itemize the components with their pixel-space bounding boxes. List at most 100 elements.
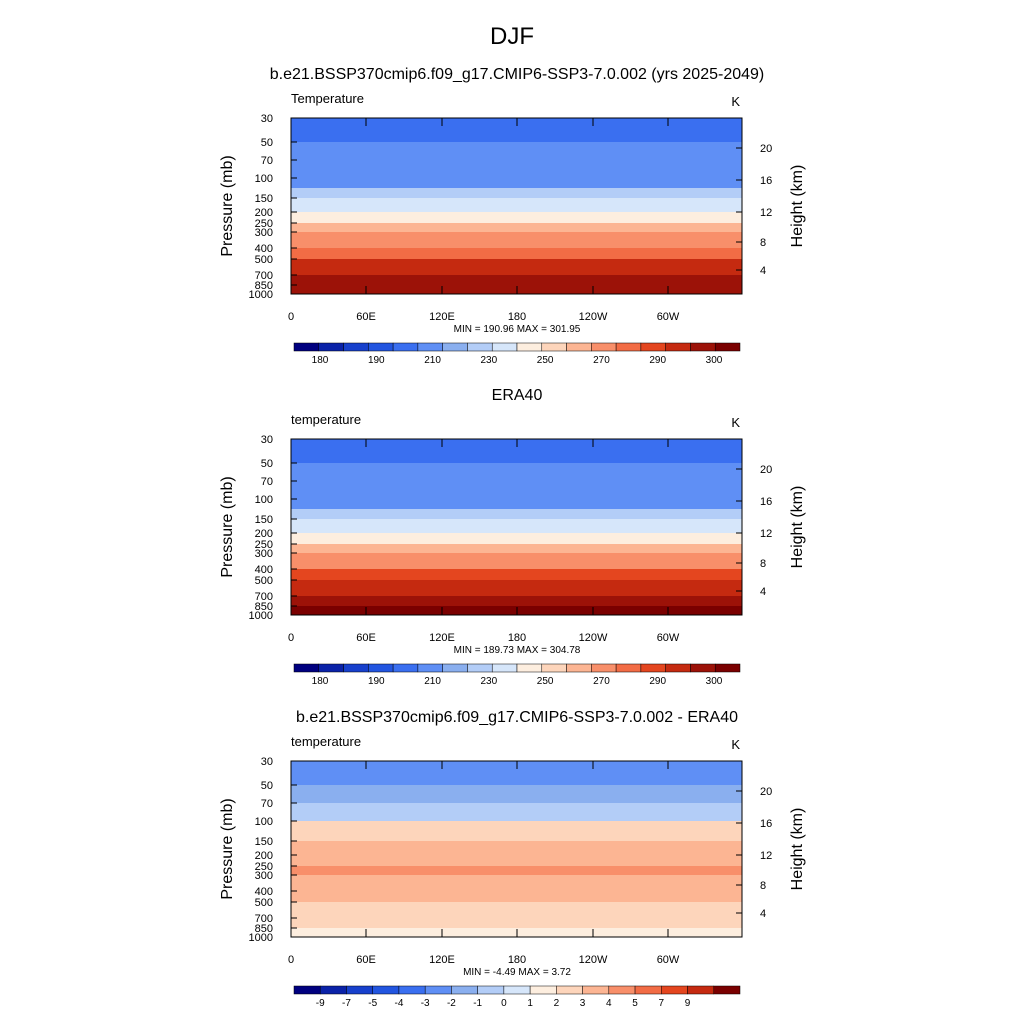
panel-title: b.e21.BSSP370cmip6.f09_g17.CMIP6-SSP3-7.… [270, 66, 765, 83]
field-band [291, 481, 742, 499]
field-band [291, 855, 742, 866]
y-tick-label: 100 [255, 494, 273, 506]
y-tick-label: 100 [255, 816, 273, 828]
field-band [291, 569, 742, 580]
y-tick-label: 700 [255, 913, 273, 925]
y-tick-label: 150 [255, 193, 273, 205]
field-band [291, 188, 742, 198]
x-tick-label: 60E [356, 954, 376, 966]
colorbar-box [346, 985, 373, 995]
min-max-stats: MIN = -4.49 MAX = 3.72 [463, 967, 571, 978]
y-tick-label: 850 [255, 601, 273, 613]
field-band [291, 765, 742, 785]
colorbar-box [661, 985, 688, 995]
colorbar-label: 7 [659, 998, 665, 1009]
y-tick-label: 700 [255, 591, 273, 603]
x-tick-label: 120W [579, 311, 608, 323]
y-tick-label: 400 [255, 243, 273, 255]
y-tick-label: 70 [261, 798, 273, 810]
field-band [291, 443, 742, 463]
colorbar-label: -2 [447, 998, 456, 1009]
y2-tick-label: 20 [760, 143, 772, 155]
y-tick-label: 400 [255, 564, 273, 576]
y2-tick-label: 4 [760, 586, 766, 598]
figure-title: DJF [490, 23, 534, 50]
colorbar-box [318, 342, 344, 352]
colorbar-box [368, 342, 394, 352]
y-tick-label: 250 [255, 539, 273, 551]
field-band [291, 533, 742, 544]
field-band [291, 160, 742, 178]
y-tick-label: 700 [255, 270, 273, 282]
colorbar-box [566, 342, 592, 352]
colorbar-box [615, 663, 642, 673]
field-band [291, 509, 742, 519]
y2-tick-label: 8 [760, 237, 766, 249]
field-band [291, 178, 742, 188]
colorbar-box [451, 985, 478, 995]
x-tick-label: 120W [579, 632, 608, 644]
colorbar-label: 210 [424, 355, 441, 366]
y2-tick-label: 4 [760, 908, 766, 920]
colorbar-label: -4 [394, 998, 403, 1009]
colorbar-box [372, 985, 400, 995]
field-band [291, 544, 742, 553]
colorbar-box [424, 985, 452, 995]
colorbar-box [293, 985, 321, 995]
panel-subtitle-left: temperature [291, 412, 361, 427]
colorbar-label: 3 [580, 998, 586, 1009]
colorbar-label: 210 [424, 676, 441, 687]
y2-tick-label: 12 [760, 528, 772, 540]
colorbar-label: -1 [473, 998, 482, 1009]
y-tick-label: 200 [255, 850, 273, 862]
x-tick-label: 60W [657, 311, 680, 323]
panel-units: K [731, 94, 740, 109]
x-tick-label: 0 [288, 311, 294, 323]
field-band [291, 891, 742, 902]
y2-tick-label: 8 [760, 880, 766, 892]
field-band [291, 212, 742, 223]
y2-tick-label: 16 [760, 818, 772, 830]
y2-axis-title: Height (km) [789, 808, 806, 891]
y-tick-label: 850 [255, 280, 273, 292]
y-axis-title: Pressure (mb) [219, 798, 236, 899]
y-tick-label: 250 [255, 218, 273, 230]
colorbar-label: 4 [606, 998, 612, 1009]
x-tick-label: 180 [508, 632, 526, 644]
colorbar-label: 290 [649, 676, 666, 687]
colorbar-box [343, 663, 369, 673]
y-tick-label: 200 [255, 207, 273, 219]
x-tick-label: 60E [356, 632, 376, 644]
y2-axis-title: Height (km) [789, 165, 806, 248]
x-tick-label: 120E [429, 954, 455, 966]
colorbar-label: 180 [312, 355, 329, 366]
colorbar-box [477, 985, 505, 995]
colorbar-box [541, 342, 567, 352]
x-tick-label: 0 [288, 632, 294, 644]
colorbar-box [467, 663, 493, 673]
y2-tick-label: 8 [760, 558, 766, 570]
field-band [291, 902, 742, 918]
colorbar-label: 1 [527, 998, 533, 1009]
colorbar-box [398, 985, 426, 995]
colorbar-label: 190 [368, 355, 385, 366]
colorbar-label: 300 [706, 355, 723, 366]
colorbar-label: 190 [368, 676, 385, 687]
field-band [291, 232, 742, 248]
field-band [291, 866, 742, 875]
colorbar-box [634, 985, 662, 995]
colorbar-label: 290 [649, 355, 666, 366]
min-max-stats: MIN = 190.96 MAX = 301.95 [454, 324, 581, 335]
panel-3: b.e21.BSSP370cmip6.f09_g17.CMIP6-SSP3-7.… [219, 709, 806, 1009]
panel-units: K [731, 415, 740, 430]
x-tick-label: 60E [356, 311, 376, 323]
y-axis-title: Pressure (mb) [219, 155, 236, 256]
field-band [291, 821, 742, 831]
y-tick-label: 500 [255, 897, 273, 909]
field-band [291, 198, 742, 212]
x-tick-label: 180 [508, 954, 526, 966]
field-band [291, 519, 742, 533]
colorbar-box [591, 663, 617, 673]
y-tick-label: 150 [255, 836, 273, 848]
colorbar-label: 300 [706, 676, 723, 687]
